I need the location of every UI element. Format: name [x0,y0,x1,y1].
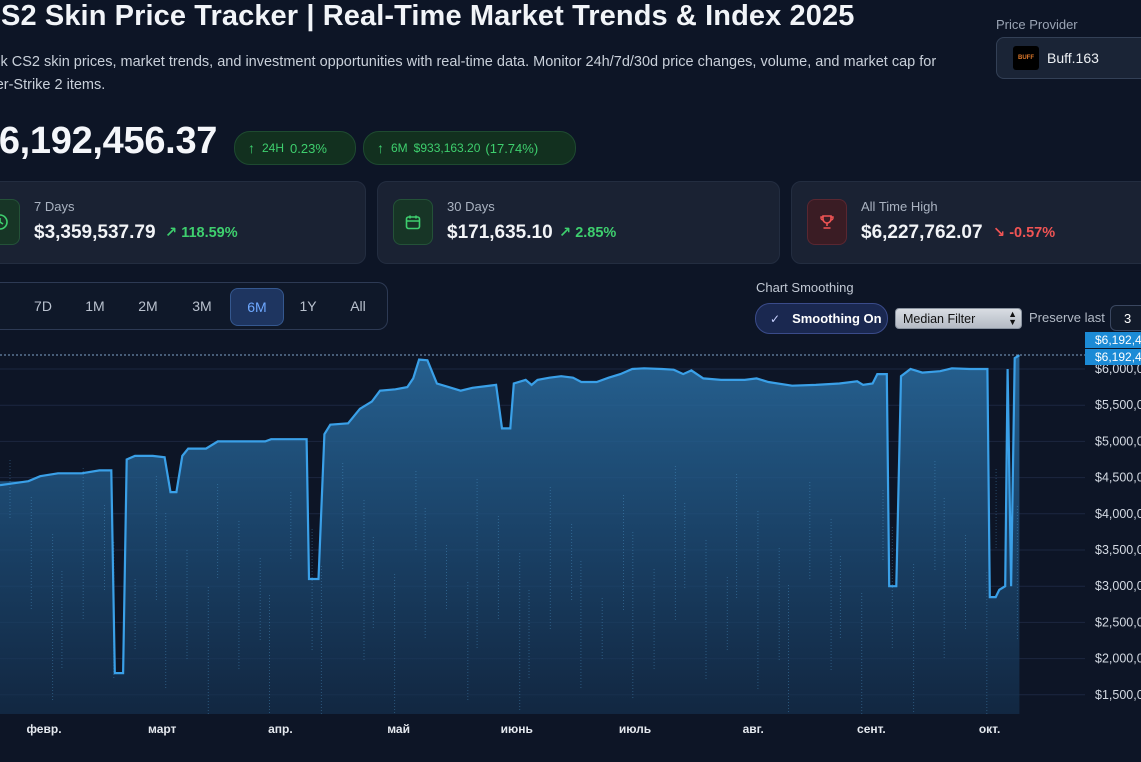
x-tick-label: февр. [26,722,61,736]
tab-range-3m[interactable]: 3M [192,298,212,314]
trend-up-icon: ↗ [559,225,572,241]
stat-card-value: $171,635.10 [447,222,553,243]
badge-period: 6M [391,141,408,155]
preserve-last-input[interactable]: 3 [1110,305,1141,331]
price-chart[interactable]: $1,500,000 $2,000,000 $2,500,000 $3,000,000… [0,332,1141,762]
tab-range-1d[interactable]: 1D [0,288,1,324]
checkmark-icon: ✓ [770,311,781,326]
x-tick-label: май [387,722,410,736]
stat-card-all-time-high: All Time High $6,227,762.07 ↘ -0.57% [791,181,1141,264]
y-tick-label: $3,500,000 [1095,543,1141,557]
stat-card-value: $3,359,537.79 [34,222,156,243]
smoothing-toggle-button[interactable]: ✓ Smoothing On [755,303,888,334]
stat-card-change: ↗ 2.85% [559,225,616,241]
change-24h-badge: ↑ 24H 0.23% [234,131,356,165]
stat-card-change: ↘ -0.57% [993,225,1055,241]
smoothing-toggle-label: Smoothing On [792,311,882,326]
preserve-last-value: 3 [1124,310,1132,326]
price-provider-value: Buff.163 [1047,50,1099,66]
select-arrows-icon: ▲ ▼ [1008,309,1017,327]
current-price-tag: $6,192,456 [1085,349,1141,365]
x-tick-label: июль [619,722,651,736]
trend-up-icon: ↗ [165,225,178,241]
stat-card-label: 7 Days [34,199,75,214]
stat-card-change-value: 2.85% [575,225,617,241]
x-tick-label: апр. [268,722,293,736]
y-tick-label: $4,000,000 [1095,507,1141,521]
stat-card-change-value: -0.57% [1009,225,1056,241]
total-market-value: $6,192,456.37 [0,120,218,162]
smoothing-filter-select[interactable]: Median Filter ▲ ▼ [895,308,1022,329]
time-range-selector: 1D 7D 1M 2M 3M 6M 1Y All [0,282,388,330]
page-description-line-1: Track CS2 skin prices, market trends, an… [0,54,937,70]
price-line [0,354,1020,675]
tab-range-all[interactable]: All [350,298,366,314]
tab-range-1y[interactable]: 1Y [299,298,317,314]
y-tick-label: $5,000,000 [1095,434,1141,448]
badge-change: 0.23% [290,140,327,156]
stat-card-label: All Time High [861,199,938,214]
arrow-up-icon: ↑ [248,140,255,156]
buff-logo-icon: BUFF [1013,46,1039,70]
clock-icon [0,199,20,245]
arrow-up-icon: ↑ [377,140,384,156]
y-tick-label: $2,500,000 [1095,615,1141,629]
x-tick-label: март [148,722,177,736]
y-tick-label: $2,000,000 [1095,652,1141,666]
x-tick-label: сент. [857,722,886,736]
y-tick-label: $5,500,000 [1095,398,1141,412]
tab-range-1m[interactable]: 1M [85,298,105,314]
x-axis: февр. март апр. май июнь июль авг. сент. окт. [26,722,1000,736]
stat-card-30-days: 30 Days $171,635.10 ↗ 2.85% [377,181,780,264]
change-6m-badge: ↑ 6M $933,163.20 (17.74%) [363,131,576,165]
page-description-line-2: Counter-Strike 2 items. [0,77,106,93]
current-price-tag: $6,192,456 [1085,332,1141,348]
tab-range-7d[interactable]: 7D [34,298,52,314]
stat-card-label: 30 Days [447,199,495,214]
stat-card-change: ↗ 118.59% [165,225,238,241]
smoothing-filter-value: Median Filter [903,311,976,326]
stat-card-value: $6,227,762.07 [861,222,983,243]
chart-smoothing-label: Chart Smoothing [756,280,854,295]
y-tick-label: $3,000,000 [1095,579,1141,593]
page-title: CS2 Skin Price Tracker | Real-Time Marke… [0,0,855,32]
price-provider-label: Price Provider [996,17,1078,32]
badge-amount: $933,163.20 [413,141,481,155]
tab-range-6m[interactable]: 6M [230,288,284,326]
tab-range-2m[interactable]: 2M [138,298,158,314]
calendar-icon [393,199,433,245]
y-tick-label: $6,000,000 [1095,362,1141,376]
price-provider-select[interactable]: BUFF Buff.163 [996,37,1141,79]
preserve-last-label: Preserve last [1029,310,1105,325]
badge-change: (17.74%) [485,140,539,156]
trend-down-icon: ↘ [993,225,1006,241]
y-axis: $1,500,000 $2,000,000 $2,500,000 $3,000,000… [1095,362,1141,702]
badge-period: 24H [262,141,285,155]
stat-card-7-days: 7 Days $3,359,537.79 ↗ 118.59% [0,181,366,264]
y-tick-label: $1,500,000 [1095,688,1141,702]
x-tick-label: июнь [501,722,533,736]
trophy-icon [807,199,847,245]
price-area-fill [0,355,1020,714]
x-tick-label: авг. [743,722,764,736]
y-tick-label: $4,500,000 [1095,471,1141,485]
x-tick-label: окт. [979,722,1001,736]
stat-card-change-value: 118.59% [181,225,238,241]
